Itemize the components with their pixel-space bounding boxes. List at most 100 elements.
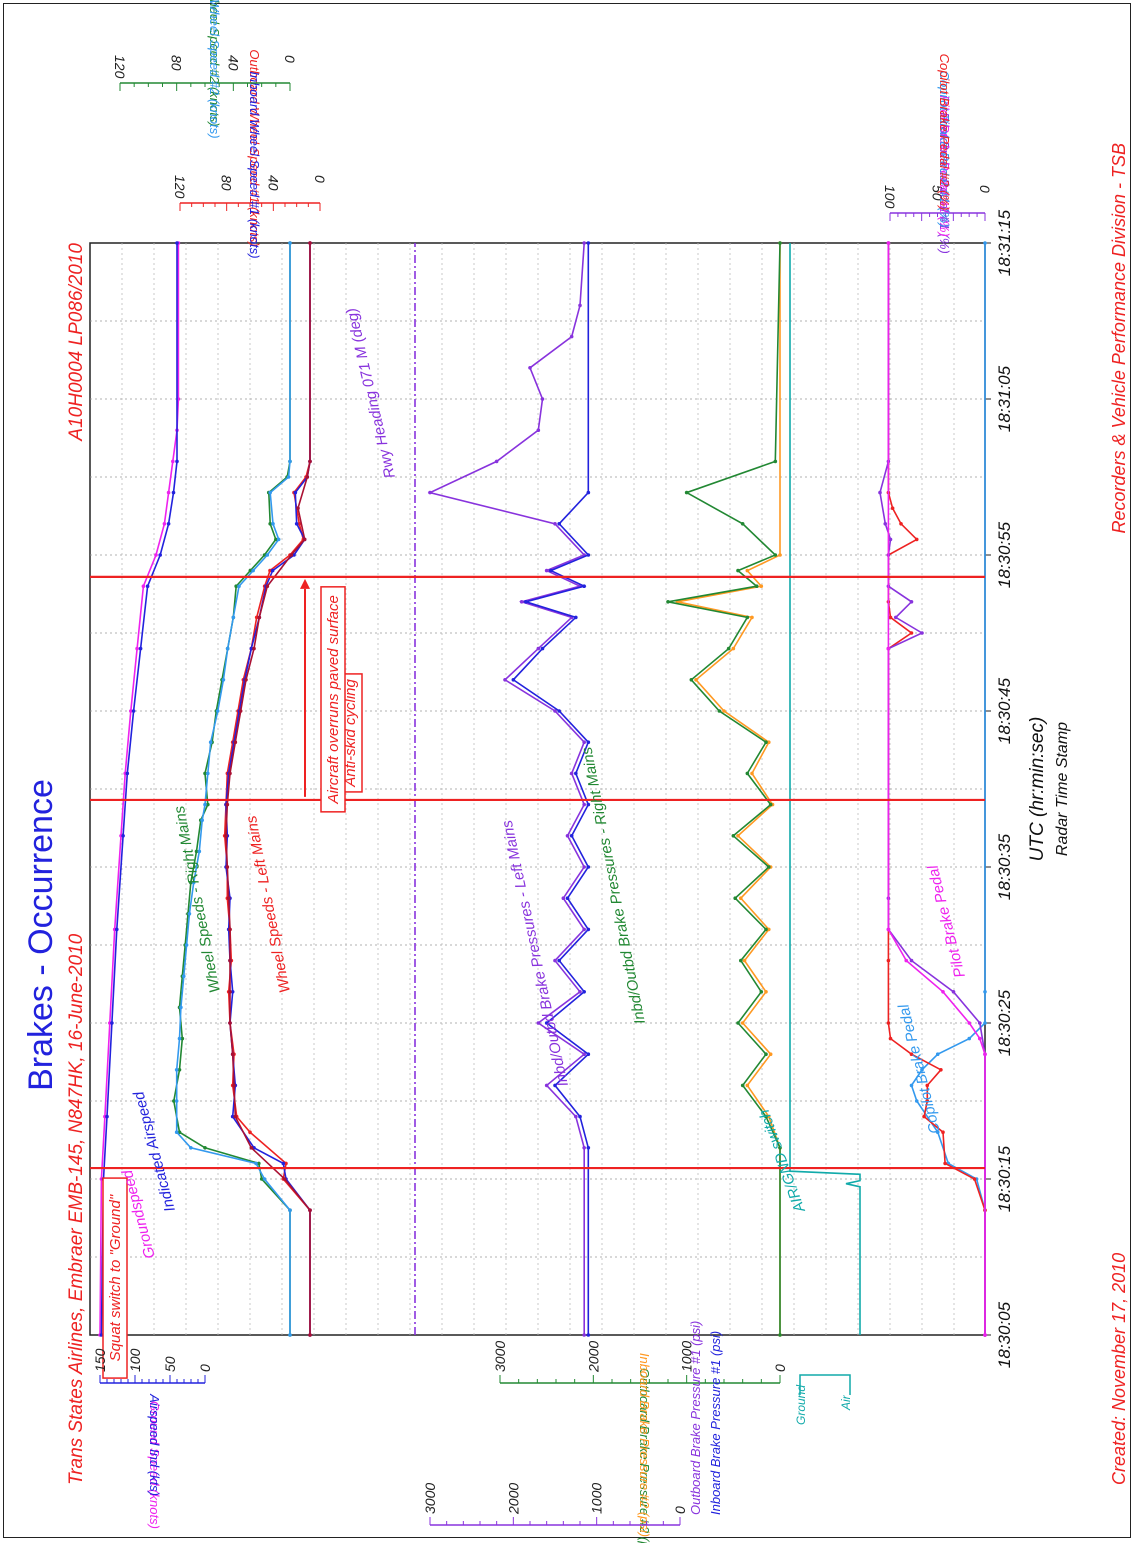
axis-press2-tick-label: 0 [772, 1364, 788, 1372]
series-point [281, 1161, 286, 1166]
series-point [759, 989, 764, 994]
series-point [909, 631, 914, 635]
axis-label: Copilot Brake Pedal #2 (%) [937, 54, 952, 211]
series-point [754, 584, 759, 588]
series-point [582, 584, 586, 588]
series-annotation: Pilot Brake Pedal [924, 863, 968, 979]
series-point [228, 927, 232, 932]
series-point [308, 1333, 312, 1337]
series-point [125, 771, 130, 776]
series-point [582, 740, 586, 744]
series-point [129, 709, 133, 713]
series-point [231, 615, 236, 620]
event-label: Squat switch to "Ground" [107, 1194, 124, 1361]
series-point [694, 677, 698, 682]
series-point [228, 771, 232, 776]
series-point [259, 1177, 264, 1181]
series-point [888, 537, 893, 542]
series-point [131, 709, 136, 713]
series-point [553, 709, 557, 713]
series-point [740, 1083, 745, 1088]
series-point [225, 865, 230, 869]
series-point [544, 1083, 549, 1088]
series-point [557, 521, 561, 526]
series-point [549, 568, 553, 573]
axis-press1-tick-label: 3000 [422, 1483, 438, 1514]
axis-airgnd [799, 1374, 851, 1395]
series-point [745, 771, 750, 776]
series-point [162, 521, 167, 526]
series-point [197, 849, 202, 854]
series-point [909, 599, 914, 604]
series-point [230, 1114, 235, 1119]
series-point [224, 833, 228, 838]
series-point [262, 1177, 267, 1181]
axis-label-air: Air [839, 1394, 853, 1411]
series-point [740, 1021, 745, 1025]
series-point [175, 241, 179, 245]
series-point [206, 802, 210, 807]
series-point [778, 1145, 782, 1150]
series-point [288, 241, 292, 245]
series-point [288, 1208, 292, 1212]
series-point [308, 241, 312, 245]
series-point [286, 475, 291, 479]
series-point [731, 646, 736, 651]
series-point [289, 553, 294, 557]
series-point [561, 896, 566, 900]
axis-wheel1-tick-label: 80 [219, 175, 235, 191]
series-point [582, 802, 586, 807]
series-point [158, 553, 162, 557]
axis-pedal-tick-label: 0 [977, 185, 993, 193]
series-point [773, 553, 778, 557]
series-point [251, 568, 255, 573]
x-tick-label: 18:30:55 [995, 521, 1014, 588]
axis-press2-tick-label: 2000 [585, 1341, 601, 1373]
series-point [249, 1145, 254, 1150]
series-point [189, 1145, 193, 1150]
series-point [764, 989, 768, 994]
series-point [187, 911, 192, 916]
series-point [578, 303, 582, 308]
series-point [574, 1114, 578, 1119]
axis-label: Outboard Brake Pressure #2 (psi) [637, 1368, 652, 1543]
series-point [733, 896, 738, 900]
series-point [689, 677, 694, 682]
series-point [511, 677, 516, 682]
axis-wheel2-tick-label: 80 [169, 55, 185, 71]
series-point [166, 521, 171, 526]
x-tick-label: 18:31:15 [995, 209, 1014, 276]
axis-label: Pilot Brake Pedal #1 (%) [937, 112, 952, 254]
series-point [282, 1177, 287, 1181]
series-point [540, 397, 545, 401]
series-point [174, 1067, 179, 1072]
series-point [586, 1052, 591, 1056]
series-point [308, 459, 312, 464]
series-point [200, 818, 204, 822]
series-point [914, 1099, 919, 1103]
series-point [174, 1130, 179, 1134]
series-point [745, 568, 750, 573]
axis-speed-tick-label: 100 [127, 1348, 143, 1372]
series-point [177, 1067, 182, 1072]
series-point [184, 943, 189, 947]
series-point [177, 1036, 182, 1041]
series-point [115, 927, 119, 932]
axis-label-ground: Ground [794, 1385, 808, 1425]
series-point [983, 1333, 987, 1337]
series-point [904, 958, 909, 963]
series-point [722, 709, 726, 713]
footer-division: Recorders & Vehicle Performance Division… [1109, 143, 1129, 533]
series-point [778, 1333, 782, 1337]
series-point [582, 865, 586, 869]
series-point [684, 490, 689, 495]
series-point [726, 646, 731, 651]
series-point [191, 880, 196, 885]
x-tick-label: 18:30:35 [995, 833, 1014, 900]
series-point [172, 1099, 176, 1103]
event-label-box [320, 586, 346, 813]
series-point [203, 802, 207, 807]
series-point [154, 553, 158, 557]
series-point [232, 1083, 236, 1088]
series-line [879, 243, 986, 1335]
